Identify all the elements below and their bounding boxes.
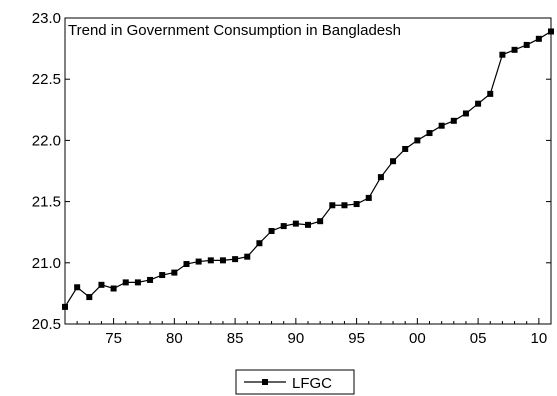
data-point xyxy=(365,194,372,201)
data-point xyxy=(195,258,202,265)
data-point xyxy=(317,218,324,225)
x-tick-label: 85 xyxy=(227,330,244,347)
chart-title: Trend in Government Consumption in Bangl… xyxy=(68,22,401,39)
plot-area xyxy=(62,28,554,310)
data-point xyxy=(450,117,457,124)
legend-marker xyxy=(262,379,268,385)
data-point xyxy=(499,51,506,58)
data-point xyxy=(523,41,530,48)
legend-label-lfgc: LFGC xyxy=(292,375,332,392)
data-point xyxy=(426,130,433,137)
y-tick-label: 20.5 xyxy=(32,316,61,333)
data-point xyxy=(207,257,214,264)
data-point xyxy=(341,202,348,209)
y-axis: 20.5 21.0 21.5 22.0 22.5 23.0 xyxy=(32,10,551,333)
data-point xyxy=(292,220,299,227)
legend: LFGC xyxy=(235,369,355,395)
y-tick-label: 21.0 xyxy=(32,255,61,272)
data-point xyxy=(256,240,263,247)
data-point xyxy=(353,201,360,208)
data-point xyxy=(462,110,469,117)
x-tick-label: 75 xyxy=(105,330,122,347)
data-point xyxy=(147,276,154,283)
data-point xyxy=(98,281,105,288)
data-point xyxy=(171,269,178,276)
y-tick-label: 21.5 xyxy=(32,194,61,211)
data-point xyxy=(402,145,409,152)
x-tick-label: 95 xyxy=(348,330,365,347)
plot-frame xyxy=(64,17,552,325)
data-point xyxy=(86,294,93,301)
data-point xyxy=(134,279,141,286)
x-tick-label: 10 xyxy=(531,330,548,347)
data-point xyxy=(475,100,482,107)
data-point xyxy=(535,35,542,42)
data-point xyxy=(487,90,494,97)
data-point xyxy=(244,253,251,260)
y-tick-label: 23.0 xyxy=(32,10,61,27)
data-point xyxy=(377,174,384,181)
data-point xyxy=(219,257,226,264)
data-point xyxy=(232,256,239,263)
data-point xyxy=(159,272,166,279)
x-axis: 75 80 85 90 95 00 05 10 xyxy=(64,318,552,347)
y-tick-label: 22.0 xyxy=(32,132,61,149)
data-point xyxy=(390,158,397,165)
x-tick-label: 90 xyxy=(288,330,305,347)
data-point xyxy=(280,223,287,230)
data-point xyxy=(183,261,190,268)
data-point xyxy=(268,227,275,234)
data-point xyxy=(122,279,129,286)
data-point xyxy=(414,137,421,144)
data-point xyxy=(511,46,518,53)
data-point xyxy=(329,202,336,209)
data-point xyxy=(74,284,81,291)
data-point xyxy=(305,221,311,228)
x-tick-label: 00 xyxy=(409,330,426,347)
data-point xyxy=(110,285,117,292)
data-point xyxy=(438,122,445,129)
data-point xyxy=(548,28,554,35)
x-tick-label: 80 xyxy=(166,330,183,347)
x-tick-label: 05 xyxy=(470,330,487,347)
y-tick-label: 22.5 xyxy=(32,71,61,88)
data-point xyxy=(62,303,68,310)
